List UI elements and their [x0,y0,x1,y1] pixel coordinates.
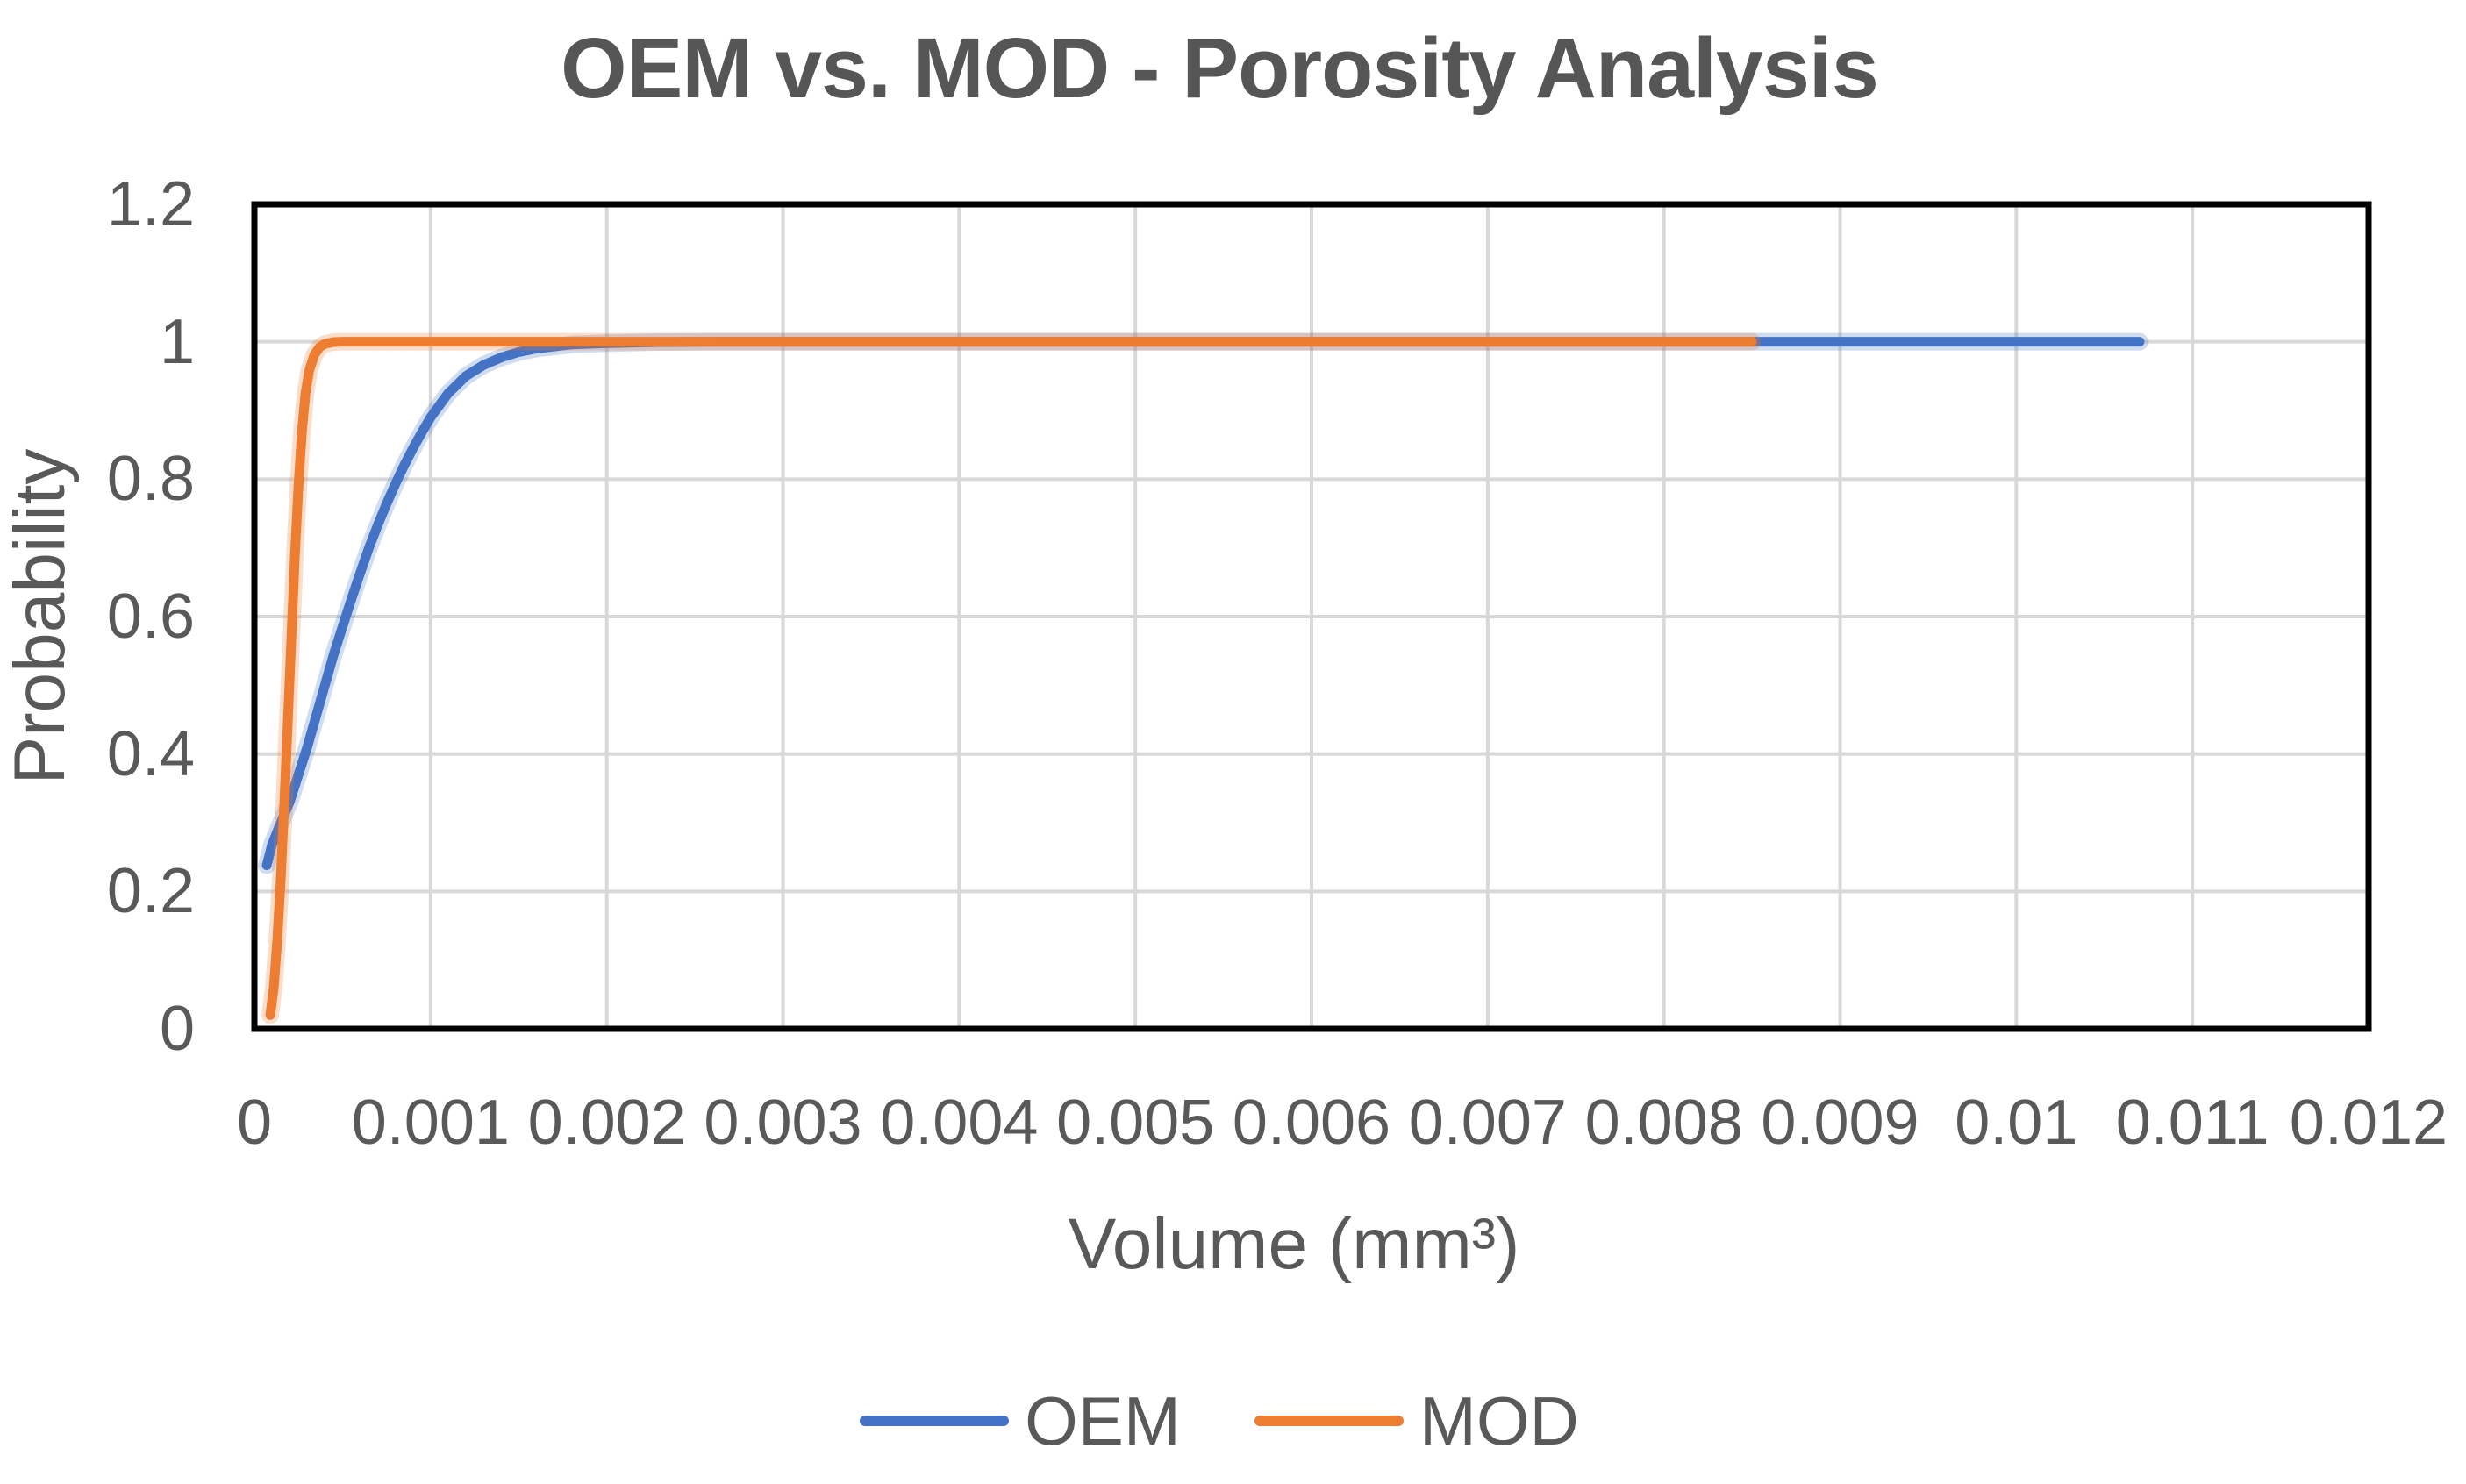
series-lines [258,332,2148,1024]
series-line-oem [261,337,2145,871]
x-tick-label: 0.001 [351,1088,510,1158]
x-tick-label: 0.011 [2115,1088,2269,1158]
x-tick-label: 0.005 [1056,1088,1215,1158]
x-tick-label: 0 [236,1088,273,1158]
y-tick-label: 0 [159,994,195,1064]
x-tick-label: 0.012 [2289,1088,2448,1158]
gridlines [253,203,2370,1031]
x-tick-label: 0.007 [1408,1088,1567,1158]
x-tick-label: 0.002 [527,1088,686,1158]
x-tick-label: 0.01 [1955,1088,2078,1158]
chart-title: OEM vs. MOD - Porosity Analysis [561,20,1879,116]
mod-line-swatch [1254,1416,1404,1426]
x-axis-title: Volume (mm³) [1068,1204,1520,1284]
y-tick-label: 0.8 [106,444,195,515]
x-tick-label: 0.003 [704,1088,862,1158]
y-tick-label: 1.2 [106,169,195,239]
legend-item-oem: OEM [860,1379,1181,1463]
y-tick-label: 0.2 [106,856,195,927]
legend: OEM MOD [0,1379,2439,1463]
y-axis-title: Probability [0,448,80,785]
y-tick-label: 0.6 [106,581,195,652]
legend-label-mod: MOD [1419,1382,1579,1459]
series-line-mod [265,337,1757,1020]
x-tick-label: 0.006 [1232,1088,1391,1158]
x-tick-label: 0.004 [880,1088,1039,1158]
series-line-halo-mod [261,332,1762,1024]
x-tick-label: 0.009 [1761,1088,1919,1158]
series-line-halo-oem [258,332,2148,874]
y-tick-label: 1 [159,306,195,377]
legend-item-mod: MOD [1254,1379,1579,1463]
legend-label-oem: OEM [1025,1382,1181,1459]
oem-line-swatch [860,1416,1010,1426]
x-tick-label: 0.008 [1584,1088,1743,1158]
y-tick-label: 0.4 [106,718,195,789]
plot-border [251,201,2372,1032]
